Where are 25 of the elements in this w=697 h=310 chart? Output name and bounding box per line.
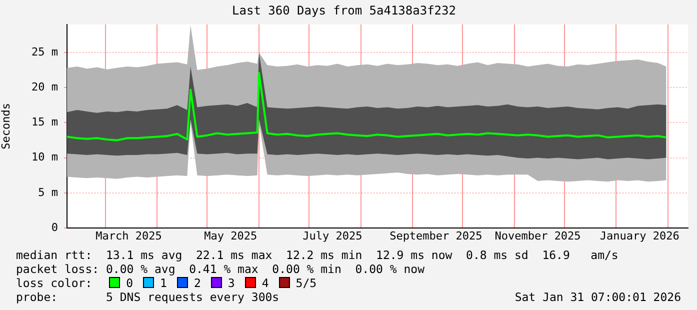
text: median rtt: 13.1 ms avg 22.1 ms max 12.2 ms min 12.9 ms now 0.8 ms sd 16.9 am/s	[16, 248, 618, 262]
legend-label: 1	[160, 276, 167, 290]
y-tick-label: 25 m	[32, 45, 58, 58]
y-axis-title: Seconds	[0, 103, 12, 150]
legend-label: 0	[126, 276, 134, 290]
legend-label: 2	[194, 276, 201, 290]
y-tick-label: 20 m	[32, 80, 58, 94]
x-tick-label: September 2025	[390, 229, 482, 242]
text: Sat Jan 31 07:00:01 2026	[514, 290, 681, 304]
legend-title: loss color:	[16, 276, 94, 290]
legend-label: 5/5	[296, 276, 317, 290]
text: packet loss: 0.00 % avg 0.41 % max 0.00 % min 0.00 % now	[16, 262, 424, 276]
x-tick-label: July 2025	[302, 229, 362, 242]
y-tick-label: 0	[51, 220, 58, 234]
legend-label: 4	[262, 276, 269, 290]
chart-title: Last 360 Days from 5a4138a3f232	[232, 3, 456, 18]
y-tick-label: 10 m	[32, 150, 58, 164]
y-tick-label: 5 m	[38, 186, 58, 199]
x-tick-label: January 2026	[600, 229, 680, 242]
x-tick-label: March 2025	[96, 229, 162, 242]
legend-label: 3	[228, 276, 235, 290]
x-tick-label: May 2025	[204, 229, 258, 242]
x-tick-label: November 2025	[494, 229, 581, 242]
y-tick-label: 15 m	[32, 116, 58, 129]
text: probe: 5 DNS requests every 300s	[16, 290, 280, 304]
